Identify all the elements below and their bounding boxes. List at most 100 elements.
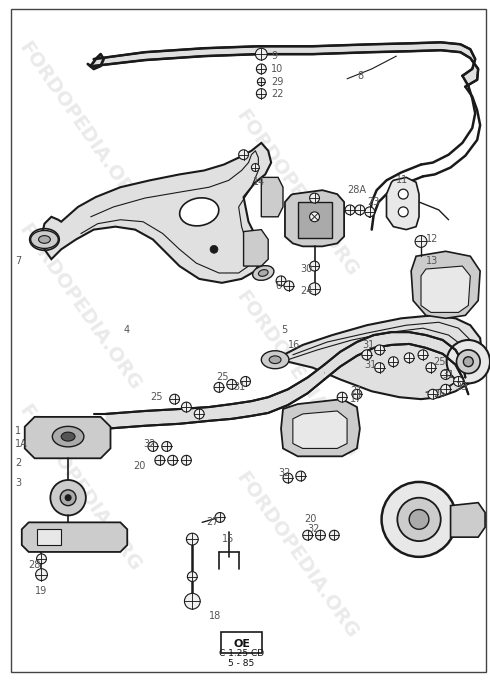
Circle shape: [251, 163, 259, 172]
Text: 31: 31: [234, 382, 246, 392]
Text: 32: 32: [278, 468, 291, 478]
Text: 18: 18: [209, 611, 221, 621]
Circle shape: [148, 441, 158, 452]
Circle shape: [181, 456, 191, 465]
Circle shape: [227, 379, 237, 390]
Ellipse shape: [52, 426, 84, 447]
Circle shape: [284, 281, 294, 291]
Circle shape: [255, 48, 267, 60]
Polygon shape: [324, 332, 468, 394]
Circle shape: [194, 409, 204, 419]
Polygon shape: [105, 364, 324, 429]
Circle shape: [256, 64, 266, 74]
Text: 26: 26: [433, 390, 445, 399]
Polygon shape: [298, 202, 332, 238]
Circle shape: [60, 490, 76, 505]
Polygon shape: [387, 177, 419, 229]
Text: 24: 24: [301, 286, 313, 296]
Text: 25: 25: [433, 357, 445, 366]
Text: 29: 29: [271, 77, 284, 86]
Text: 30: 30: [301, 264, 313, 274]
Text: 6: 6: [275, 281, 281, 291]
Circle shape: [36, 569, 48, 580]
Circle shape: [50, 480, 86, 516]
Text: FORDOPEDIA.ORG: FORDOPEDIA.ORG: [232, 106, 362, 280]
Circle shape: [214, 383, 224, 392]
Text: 3: 3: [15, 478, 21, 488]
Circle shape: [303, 530, 313, 540]
Text: OE: OE: [233, 639, 250, 648]
Text: 14: 14: [253, 177, 266, 187]
Circle shape: [397, 498, 441, 541]
Circle shape: [170, 394, 179, 404]
Circle shape: [426, 363, 436, 373]
Circle shape: [409, 509, 429, 529]
Polygon shape: [285, 190, 344, 247]
Circle shape: [464, 357, 473, 366]
Circle shape: [215, 513, 225, 522]
Text: 21: 21: [350, 386, 363, 396]
Text: 27: 27: [206, 518, 219, 527]
Text: 20: 20: [305, 514, 317, 524]
Circle shape: [441, 384, 451, 394]
Circle shape: [365, 207, 375, 217]
Circle shape: [389, 357, 398, 366]
Polygon shape: [42, 143, 271, 283]
Text: 5 - 85: 5 - 85: [228, 659, 255, 668]
Ellipse shape: [269, 356, 281, 364]
Text: 12: 12: [426, 234, 438, 244]
Ellipse shape: [261, 351, 289, 368]
Text: 32: 32: [143, 439, 155, 449]
Circle shape: [162, 441, 172, 452]
Circle shape: [329, 530, 339, 540]
Text: 31: 31: [364, 360, 376, 370]
Polygon shape: [411, 251, 480, 318]
Polygon shape: [293, 411, 347, 448]
Polygon shape: [451, 503, 485, 537]
Text: 25: 25: [150, 392, 162, 402]
Polygon shape: [244, 229, 268, 266]
Circle shape: [186, 533, 198, 545]
Circle shape: [428, 390, 438, 399]
Circle shape: [310, 212, 319, 222]
Text: 8: 8: [357, 71, 363, 81]
Ellipse shape: [180, 198, 219, 226]
FancyBboxPatch shape: [221, 632, 262, 654]
Circle shape: [382, 482, 457, 557]
Circle shape: [65, 495, 71, 501]
Text: 28A: 28A: [347, 185, 366, 195]
Circle shape: [239, 150, 248, 159]
Text: 13: 13: [426, 256, 438, 266]
Circle shape: [375, 363, 385, 373]
Text: FORDOPEDIA.ORG: FORDOPEDIA.ORG: [232, 287, 362, 461]
Text: 31: 31: [442, 370, 455, 379]
Circle shape: [375, 345, 385, 355]
Circle shape: [256, 89, 266, 99]
Text: 25: 25: [216, 373, 228, 383]
Circle shape: [187, 571, 197, 582]
Circle shape: [241, 377, 250, 386]
Text: 9: 9: [271, 51, 277, 61]
Text: 23: 23: [367, 197, 379, 207]
Text: FORDOPEDIA.ORG: FORDOPEDIA.ORG: [232, 469, 362, 642]
Circle shape: [310, 193, 319, 203]
Text: 22: 22: [271, 89, 284, 99]
Text: 5: 5: [281, 325, 287, 335]
Text: FORDOPEDIA.ORG: FORDOPEDIA.ORG: [15, 220, 144, 394]
Circle shape: [337, 392, 347, 402]
Text: 10: 10: [271, 64, 283, 74]
Circle shape: [415, 236, 427, 247]
Polygon shape: [275, 315, 482, 399]
Circle shape: [418, 350, 428, 360]
Ellipse shape: [253, 266, 274, 281]
Text: FORDOPEDIA.ORG: FORDOPEDIA.ORG: [15, 39, 144, 212]
Text: 15: 15: [222, 534, 234, 544]
Circle shape: [441, 370, 451, 379]
Circle shape: [296, 471, 306, 481]
Circle shape: [352, 390, 362, 399]
Polygon shape: [37, 529, 61, 545]
Ellipse shape: [61, 432, 75, 441]
Text: 33: 33: [456, 382, 468, 392]
Text: 28: 28: [29, 560, 41, 570]
Polygon shape: [421, 266, 470, 313]
